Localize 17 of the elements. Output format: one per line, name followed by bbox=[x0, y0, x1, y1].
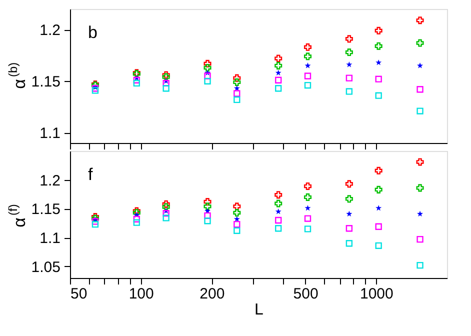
y-axis-title: α(f) bbox=[6, 204, 29, 228]
x-tick-label: 1000 bbox=[360, 286, 394, 302]
y-axis-title: α(b) bbox=[6, 62, 29, 89]
x-tick-label: 200 bbox=[200, 286, 225, 302]
x-tick-label: 500 bbox=[293, 286, 318, 302]
y-tick-label: 1.2 bbox=[40, 172, 60, 190]
y-tick-label: 1.2 bbox=[40, 22, 60, 40]
x-tick-label: 50 bbox=[70, 286, 88, 302]
x-tick-label: 100 bbox=[128, 286, 154, 302]
x-axis-title: L bbox=[254, 302, 264, 318]
y-tick-label: 1.05 bbox=[31, 258, 60, 276]
y-tick-label: 1.1 bbox=[40, 125, 60, 142]
annotation: f bbox=[88, 165, 93, 184]
annotation: b bbox=[88, 23, 98, 42]
y-tick-label: 1.15 bbox=[31, 74, 60, 91]
y-tick-label: 1.15 bbox=[31, 201, 60, 218]
y-tick-label: 1.1 bbox=[40, 230, 60, 248]
